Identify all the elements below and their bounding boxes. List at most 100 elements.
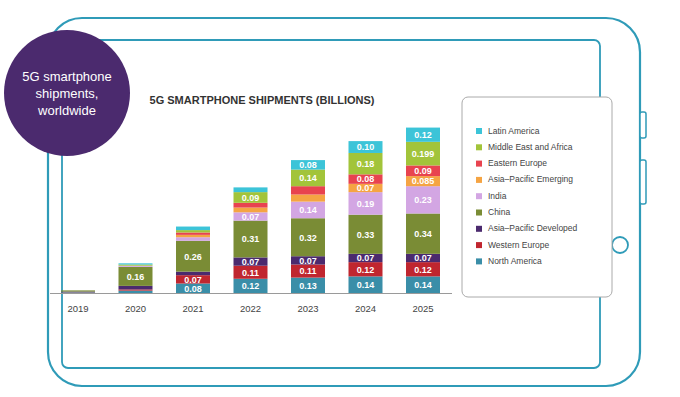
phone-frame xyxy=(48,18,640,386)
data-label: 0.31 xyxy=(242,234,260,244)
bar-segment xyxy=(291,218,325,256)
bar-segment xyxy=(61,290,95,291)
bar-segment xyxy=(234,192,268,203)
data-label: 0.08 xyxy=(357,174,375,184)
legend: Latin AmericaMiddle East and AfricaEaste… xyxy=(462,97,612,297)
legend-swatch xyxy=(476,258,482,264)
bar-segment xyxy=(119,286,153,290)
bar-segment xyxy=(406,142,440,166)
legend-label: India xyxy=(488,191,507,201)
data-labels: 0.160.080.070.260.120.110.070.310.070.09… xyxy=(127,130,435,294)
data-label: 0.07 xyxy=(242,257,260,267)
bar-segment xyxy=(291,195,325,202)
bar-segment xyxy=(119,289,153,290)
data-label: 0.32 xyxy=(299,233,317,243)
data-label: 0.08 xyxy=(184,284,202,294)
title: 5G SMARTPHONE SHIPMENTS (BILLIONS) xyxy=(150,94,375,106)
bar-segment xyxy=(119,265,153,266)
data-label: 0.12 xyxy=(414,130,432,140)
legend-label: Latin America xyxy=(488,126,540,136)
bar-segment xyxy=(291,160,325,169)
data-label: 0.14 xyxy=(357,280,375,290)
data-label: 0.14 xyxy=(299,173,317,183)
legend-swatch xyxy=(476,144,482,150)
data-label: 0.19 xyxy=(357,199,375,209)
bar-segment xyxy=(234,266,268,279)
legend-label: China xyxy=(488,207,510,217)
bar-segment xyxy=(61,290,95,291)
data-label: 0.07 xyxy=(357,253,375,263)
subtitle: 5G smartphone shipments, worldwide xyxy=(19,68,115,119)
data-label: 0.07 xyxy=(299,256,317,266)
bar-segment xyxy=(176,237,210,241)
bar-segment xyxy=(349,153,383,174)
bar-segment xyxy=(291,278,325,293)
bar-segment xyxy=(406,276,440,293)
home-button xyxy=(612,237,628,253)
side-button xyxy=(640,160,646,204)
legend-swatch xyxy=(476,177,482,183)
data-label: 0.33 xyxy=(357,230,375,240)
bar-segment xyxy=(176,227,210,231)
data-label: 0.12 xyxy=(357,265,375,275)
bar-segment xyxy=(406,186,440,213)
data-label: 0.199 xyxy=(412,149,435,159)
data-label: 0.26 xyxy=(184,252,202,262)
legend-swatch xyxy=(476,242,482,248)
bar-segment xyxy=(61,292,95,293)
bar-segment xyxy=(61,290,95,291)
x-tick-label: 2019 xyxy=(67,303,88,314)
bar-segment xyxy=(406,176,440,186)
legend-box xyxy=(462,97,612,297)
x-tick-label: 2024 xyxy=(355,303,376,314)
bar-segment xyxy=(349,215,383,254)
legend-label: North America xyxy=(488,256,542,266)
data-label: 0.09 xyxy=(414,166,432,176)
data-label: 0.14 xyxy=(414,280,432,290)
bar-segment xyxy=(119,265,153,266)
data-label: 0.34 xyxy=(414,229,432,239)
bar-segment xyxy=(349,192,383,215)
bar-segment xyxy=(406,262,440,276)
data-label: 0.11 xyxy=(299,266,316,276)
bar-segment xyxy=(234,221,268,258)
data-label: 0.085 xyxy=(412,176,435,186)
side-button xyxy=(640,112,646,138)
x-tick-label: 2021 xyxy=(182,303,203,314)
data-label: 0.13 xyxy=(299,281,317,291)
legend-swatch xyxy=(476,128,482,134)
bar-segment xyxy=(234,187,268,192)
bar-segment xyxy=(349,276,383,293)
bar-segment xyxy=(61,290,95,291)
bar-segment xyxy=(234,203,268,208)
data-label: 0.11 xyxy=(242,268,259,278)
x-tick-label: 2023 xyxy=(297,303,318,314)
bars xyxy=(61,128,440,293)
bar-segment xyxy=(406,128,440,142)
data-label: 0.23 xyxy=(414,195,432,205)
data-label: 0.08 xyxy=(299,160,317,170)
bar-segment xyxy=(176,241,210,272)
data-label: 0.07 xyxy=(184,275,202,285)
data-label: 0.12 xyxy=(242,281,260,291)
bar-segment xyxy=(119,267,153,286)
data-label: 0.07 xyxy=(242,212,260,222)
bar-segment xyxy=(119,263,153,264)
legend-swatch xyxy=(476,226,482,232)
legend-swatch xyxy=(476,193,482,199)
bar-segment xyxy=(176,232,210,234)
bar-segment xyxy=(119,291,153,293)
data-label: 0.14 xyxy=(299,205,317,215)
legend-label: Eastern Europe xyxy=(488,158,547,168)
bar-segment xyxy=(234,279,268,293)
data-label: 0.12 xyxy=(414,265,432,275)
legend-label: Asia–Pacific Developed xyxy=(488,223,578,233)
bar-segment xyxy=(61,292,95,293)
bar-segment xyxy=(61,290,95,291)
bar-segment xyxy=(406,165,440,176)
legend-swatch xyxy=(476,161,482,167)
bar-segment xyxy=(349,141,383,153)
bar-segment xyxy=(176,230,210,232)
data-label: 0.07 xyxy=(357,183,375,193)
data-label: 0.10 xyxy=(357,142,375,152)
